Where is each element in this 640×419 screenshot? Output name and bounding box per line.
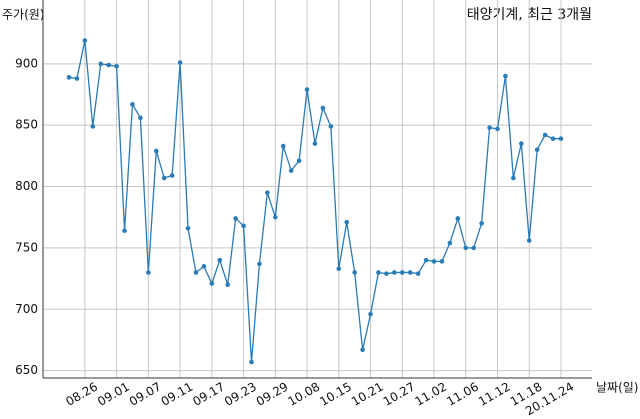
point [304, 87, 310, 92]
point [249, 359, 254, 365]
x-tick-label: 09.07 [127, 380, 164, 409]
point [463, 245, 469, 251]
x-axis-label: 날짜(일) [596, 381, 638, 395]
point [288, 168, 294, 173]
point [376, 270, 381, 275]
point [534, 147, 540, 153]
x-tick-label: 09.23 [222, 380, 259, 409]
point [344, 219, 350, 225]
point [487, 125, 492, 130]
point [423, 257, 429, 263]
y-tick-label: 850 [15, 118, 38, 132]
point [130, 102, 135, 107]
point [177, 60, 183, 65]
x-tick-label: 10.27 [381, 380, 418, 409]
point [336, 266, 342, 272]
x-tick-label: 10.08 [286, 380, 323, 409]
line [68, 40, 561, 363]
y-tick-label: 650 [15, 363, 38, 377]
y-tick-label: 900 [15, 56, 38, 70]
point [392, 270, 397, 275]
point [399, 270, 405, 275]
point [82, 38, 88, 43]
y-axis-label: 주가(원) [2, 8, 44, 22]
point [114, 63, 119, 69]
x-tick-label: 09.01 [95, 380, 132, 409]
point [431, 259, 437, 264]
point [106, 62, 111, 68]
point [225, 282, 230, 288]
point [407, 270, 413, 275]
point [503, 73, 508, 79]
y-tick-label: 750 [15, 240, 38, 254]
point [66, 75, 72, 80]
point [558, 136, 564, 141]
point [233, 216, 238, 221]
point [360, 347, 365, 353]
point [74, 76, 80, 81]
point [471, 245, 476, 251]
point [368, 311, 373, 317]
point [153, 148, 159, 154]
y-tick-label: 700 [15, 302, 38, 316]
point [328, 124, 334, 129]
y-tick-label: 800 [15, 179, 38, 193]
point [550, 136, 556, 141]
point [185, 225, 191, 231]
x-tick-label: 10.21 [349, 380, 386, 409]
point [415, 271, 421, 276]
point [280, 143, 286, 149]
point [439, 259, 445, 264]
x-tick-label: 11.12 [476, 380, 513, 409]
point [518, 141, 524, 146]
point [193, 270, 199, 275]
x-tick-label: 09.17 [190, 380, 227, 409]
point [495, 126, 500, 132]
x-tick-label: 11.02 [413, 380, 450, 409]
x-tick-label: 09.29 [254, 380, 291, 409]
point [138, 115, 143, 121]
x-tick-label: 11.06 [444, 380, 481, 409]
point [217, 257, 223, 263]
x-tick-label: 08.26 [63, 380, 100, 409]
point [169, 173, 175, 178]
point [201, 264, 207, 269]
point [98, 61, 104, 67]
point [384, 271, 389, 276]
point [352, 270, 357, 275]
point [90, 124, 96, 129]
x-tick-label: 09.11 [159, 380, 196, 409]
point [511, 175, 516, 181]
point [447, 240, 453, 246]
x-tick-label: 10.15 [317, 380, 354, 409]
point [122, 228, 127, 234]
point [209, 281, 215, 286]
point [265, 190, 270, 195]
point [455, 216, 461, 221]
point [161, 175, 167, 181]
point [542, 132, 548, 138]
point [273, 214, 278, 220]
point [312, 141, 318, 146]
point [296, 158, 302, 164]
point [257, 261, 262, 267]
point [320, 105, 326, 111]
point [146, 270, 151, 275]
point [526, 238, 532, 243]
point [241, 223, 246, 229]
point [479, 221, 484, 226]
